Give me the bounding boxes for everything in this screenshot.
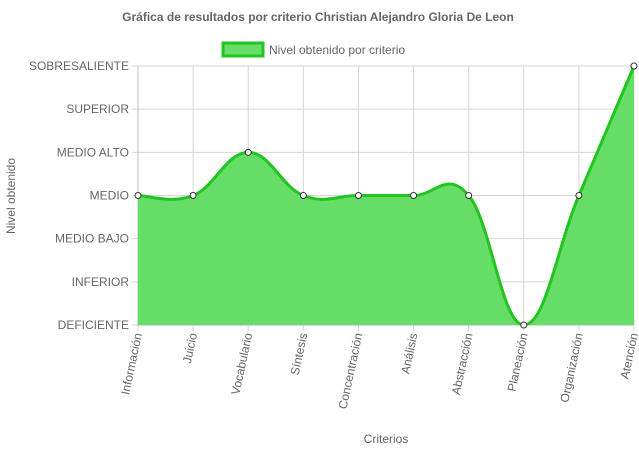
y-axis-title: Nivel obtenido <box>4 158 18 234</box>
data-point[interactable] <box>299 192 307 199</box>
x-axis-tick-labels: Información Juicio Vocabulario Síntesis Conc… <box>118 331 639 410</box>
x-tick-label: Atención <box>618 332 639 381</box>
x-axis-title: Criterios <box>364 432 409 446</box>
legend[interactable]: Nivel obtenido por criterio <box>221 41 405 58</box>
y-tick-label: MEDIO ALTO <box>57 145 129 159</box>
data-point[interactable] <box>575 192 583 199</box>
legend-swatch <box>221 41 265 58</box>
x-tick-label: Abstracción <box>449 332 476 396</box>
x-tick-label: Organización <box>557 332 585 404</box>
data-point[interactable] <box>354 192 362 199</box>
data-point[interactable] <box>410 192 418 199</box>
x-tick-label: Juicio <box>180 331 200 364</box>
data-point[interactable] <box>134 192 142 199</box>
x-tick-label: Planeación <box>505 332 531 393</box>
y-tick-label: MEDIO <box>90 189 129 203</box>
data-point[interactable] <box>630 62 638 70</box>
x-tick-label: Análisis <box>398 332 420 375</box>
data-point[interactable] <box>520 321 528 329</box>
y-tick-label: SUPERIOR <box>66 102 129 116</box>
y-axis-tick-labels: DEFICIENTE INFERIOR MEDIO BAJO MEDIO MEDIO A… <box>29 59 129 332</box>
y-tick-label: MEDIO BAJO <box>55 232 129 246</box>
x-tick-label: Información <box>118 332 145 396</box>
y-tick-label: DEFICIENTE <box>58 318 129 332</box>
x-tick-label: Síntesis <box>288 332 311 377</box>
data-point[interactable] <box>465 192 473 199</box>
data-point[interactable] <box>189 192 197 199</box>
legend-label: Nivel obtenido por criterio <box>269 43 405 57</box>
data-point[interactable] <box>244 148 252 156</box>
x-tick-label: Vocabulario <box>228 331 255 396</box>
y-tick-label: INFERIOR <box>72 275 130 289</box>
chart-title: Gráfica de resultados por criterio Chris… <box>122 10 514 24</box>
y-tick-label: SOBRESALIENTE <box>29 59 129 73</box>
data-points <box>134 62 638 329</box>
x-tick-label: Concentración <box>336 332 366 411</box>
